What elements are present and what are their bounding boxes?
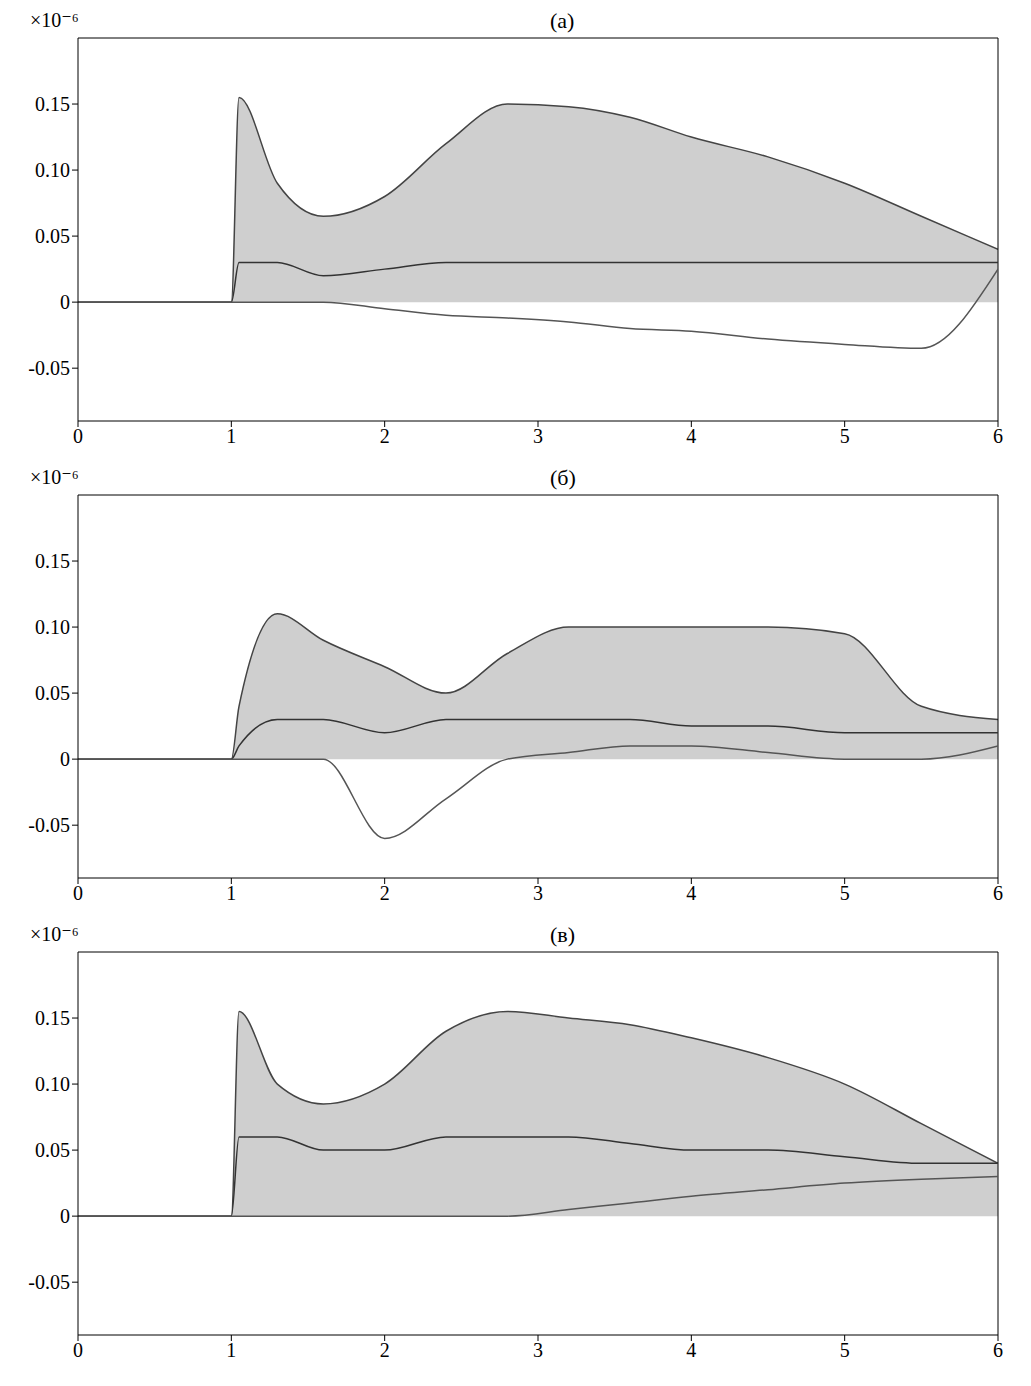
svg-text:-0.05: -0.05 <box>28 1271 70 1293</box>
svg-text:1: 1 <box>226 1339 236 1361</box>
svg-text:1: 1 <box>226 425 236 447</box>
svg-text:2: 2 <box>380 1339 390 1361</box>
svg-text:0.10: 0.10 <box>35 616 70 638</box>
html-text:(б): (б) <box>550 465 576 490</box>
svg-text:0.10: 0.10 <box>35 1073 70 1095</box>
svg-text:5: 5 <box>840 882 850 904</box>
svg-text:0: 0 <box>60 748 70 770</box>
svg-text:2: 2 <box>380 425 390 447</box>
html-text:×10⁻⁶: ×10⁻⁶ <box>30 923 79 945</box>
svg-text:0.15: 0.15 <box>35 93 70 115</box>
svg-text:0.05: 0.05 <box>35 225 70 247</box>
svg-text:0: 0 <box>73 425 83 447</box>
svg-text:0.05: 0.05 <box>35 682 70 704</box>
html-text:(а): (а) <box>550 8 575 33</box>
svg-text:0: 0 <box>73 1339 83 1361</box>
svg-text:0.15: 0.15 <box>35 550 70 572</box>
svg-text:2: 2 <box>380 882 390 904</box>
svg-text:3: 3 <box>533 882 543 904</box>
svg-text:-0.05: -0.05 <box>28 814 70 836</box>
svg-text:0: 0 <box>60 291 70 313</box>
svg-text:-0.05: -0.05 <box>28 357 70 379</box>
svg-text:6: 6 <box>993 1339 1003 1361</box>
svg-text:0.15: 0.15 <box>35 1007 70 1029</box>
svg-text:6: 6 <box>993 882 1003 904</box>
svg-text:4: 4 <box>686 1339 696 1361</box>
svg-text:3: 3 <box>533 425 543 447</box>
svg-text:0.05: 0.05 <box>35 1139 70 1161</box>
svg-text:3: 3 <box>533 1339 543 1361</box>
svg-text:0: 0 <box>73 882 83 904</box>
svg-text:1: 1 <box>226 882 236 904</box>
svg-text:4: 4 <box>686 882 696 904</box>
html-text:(в): (в) <box>550 922 575 947</box>
svg-text:5: 5 <box>840 425 850 447</box>
html-text:×10⁻⁶: ×10⁻⁶ <box>30 466 79 488</box>
svg-text:0.10: 0.10 <box>35 159 70 181</box>
html-text:×10⁻⁶: ×10⁻⁶ <box>30 9 79 31</box>
svg-text:0: 0 <box>60 1205 70 1227</box>
svg-text:4: 4 <box>686 425 696 447</box>
svg-text:5: 5 <box>840 1339 850 1361</box>
svg-text:6: 6 <box>993 425 1003 447</box>
